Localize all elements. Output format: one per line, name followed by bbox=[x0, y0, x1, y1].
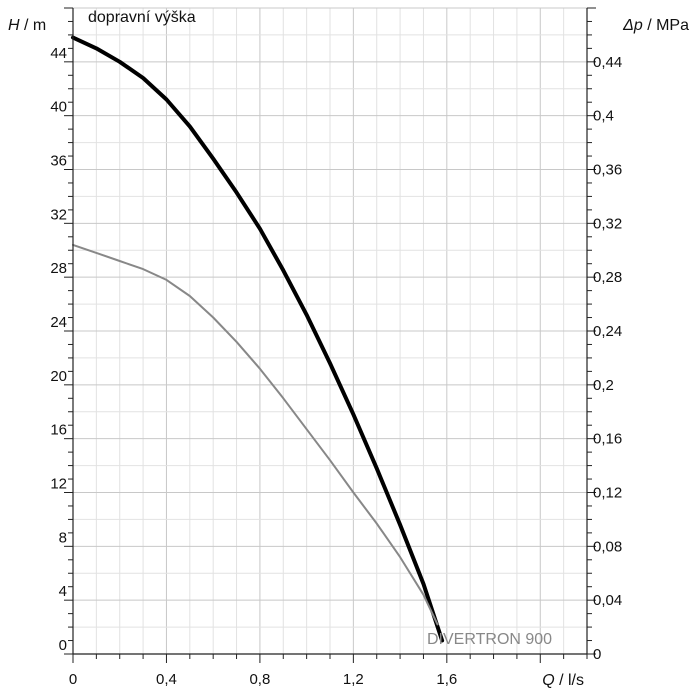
left-axis-title-symbol: H bbox=[8, 17, 20, 34]
left-axis-tick-label: 20 bbox=[50, 368, 67, 385]
right-axis-tick-label: 0,08 bbox=[593, 538, 622, 555]
right-axis-tick-label: 0,16 bbox=[593, 431, 622, 448]
left-axis-title-unit: / m bbox=[20, 17, 47, 34]
right-axis-tick-label: 0 bbox=[593, 646, 601, 663]
x-axis-title-symbol: Q bbox=[542, 672, 554, 689]
left-axis-tick-label: 24 bbox=[50, 314, 67, 331]
left-axis-tick-label: 0 bbox=[59, 637, 67, 654]
left-axis-tick-label: 28 bbox=[50, 260, 67, 277]
right-axis-tick-label: 0,36 bbox=[593, 162, 622, 179]
left-axis-tick-label: 4 bbox=[59, 583, 67, 600]
left-axis-tick-label: 8 bbox=[59, 529, 67, 546]
right-axis-tick-label: 0,44 bbox=[593, 54, 622, 71]
left-axis-tick-label: 12 bbox=[50, 476, 67, 493]
right-axis-title-symbol: Δp bbox=[622, 17, 643, 34]
left-axis-tick-label: 44 bbox=[50, 45, 67, 62]
left-axis-tick-label: 16 bbox=[50, 422, 67, 439]
x-axis-tick-label: 0 bbox=[69, 671, 77, 688]
right-axis-tick-label: 0,28 bbox=[593, 269, 622, 286]
right-axis-tick-label: 0,32 bbox=[593, 215, 622, 232]
right-axis-title-unit: / MPa bbox=[643, 17, 689, 34]
grid bbox=[72, 7, 588, 655]
right-axis-title: Δp / MPa bbox=[622, 17, 689, 34]
x-axis-tick-label: 0,8 bbox=[249, 671, 270, 688]
right-axis-tick-label: 0,2 bbox=[593, 377, 614, 394]
series-line-2 bbox=[72, 243, 439, 626]
chart-title: dopravní výška bbox=[88, 9, 196, 26]
right-axis-tick-label: 0,4 bbox=[593, 108, 614, 125]
right-axis-tick-label: 0,24 bbox=[593, 323, 622, 340]
x-axis-tick-label: 1,6 bbox=[436, 671, 457, 688]
left-axis-tick-label: 32 bbox=[50, 206, 67, 223]
series-annotation: DIVERTRON 900 bbox=[427, 631, 552, 648]
series-group bbox=[71, 35, 445, 643]
axes bbox=[64, 7, 596, 663]
x-axis-title: Q / l/s bbox=[542, 672, 584, 689]
x-axis-tick-label: 0,4 bbox=[156, 671, 177, 688]
right-axis-tick-label: 0,04 bbox=[593, 592, 622, 609]
right-axis-tick-label: 0,12 bbox=[593, 485, 622, 502]
x-axis-tick-label: 1,2 bbox=[343, 671, 364, 688]
left-axis-title: H / m bbox=[8, 17, 46, 34]
axis-labels: 0 4 8 12 16 20 24 28 32 36 40 44 0 0,04 0,08 0,12 0,16 0,… bbox=[8, 17, 689, 689]
left-axis-tick-label: 36 bbox=[50, 153, 67, 170]
series-line-1 bbox=[71, 35, 445, 643]
x-axis-title-unit: / l/s bbox=[555, 672, 584, 689]
left-axis-tick-label: 40 bbox=[50, 99, 67, 116]
